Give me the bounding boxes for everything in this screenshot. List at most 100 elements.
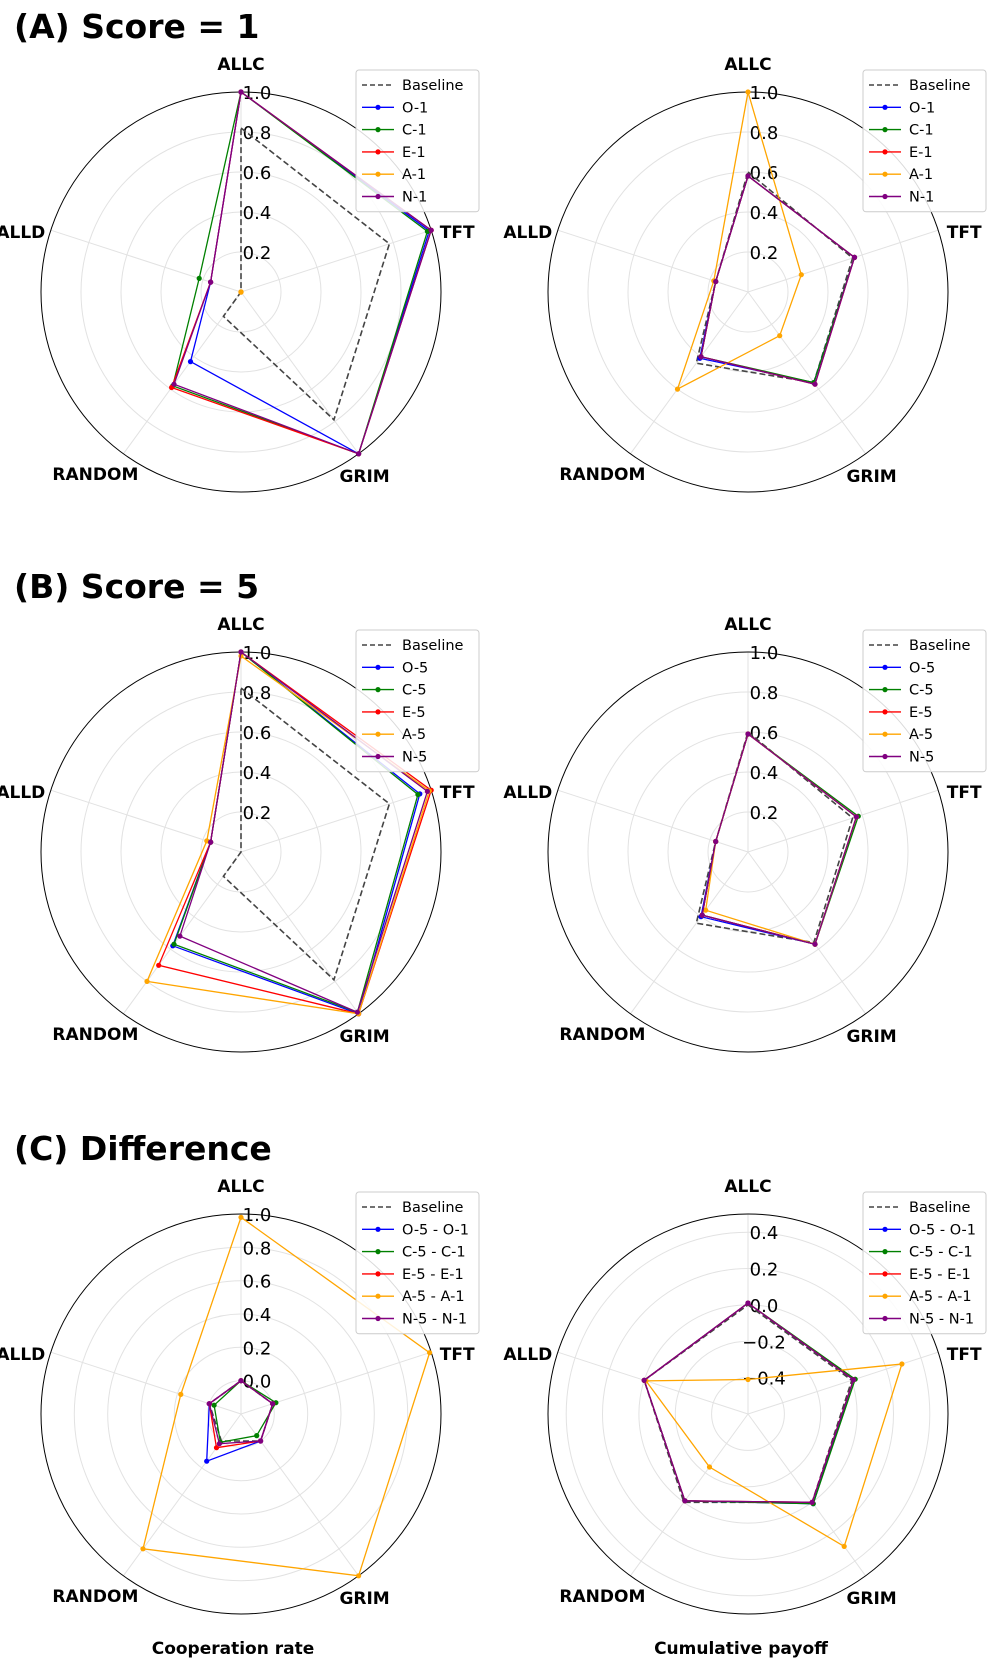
outer-frame: [547, 651, 949, 1053]
point-n-5-n-1-allc: [745, 1300, 751, 1306]
point-c-5-tft: [415, 791, 421, 798]
point-a-1-grim: [777, 333, 783, 339]
legend-label-c-5-c-1: C-5 - C-1: [402, 1245, 466, 1261]
axis-label-allc: ALLC: [217, 55, 264, 75]
panel-b-cooperation: 0.20.40.60.81.0ALLCTFTGRIMRANDOMALLDBase…: [0, 615, 480, 1053]
point-a-5-a-1-tft: [899, 1361, 905, 1367]
point-a-5-a-1-alld: [178, 1391, 184, 1397]
axis-label-alld: ALLD: [503, 1345, 552, 1365]
legend-marker-c-1: [375, 127, 381, 133]
outer-frame: [40, 1213, 442, 1615]
r-tick-label: 1.0: [243, 1205, 272, 1226]
legend-label-a-1: A-1: [402, 167, 426, 183]
point-n-5-random: [699, 912, 705, 918]
section-title-c: (C) Difference: [14, 1129, 272, 1168]
point-c-5-random: [171, 941, 177, 947]
legend-label-o-1: O-1: [909, 100, 935, 116]
legend-label-c-1: C-1: [909, 123, 934, 139]
axis-label-grim: GRIM: [339, 1589, 389, 1609]
r-tick-label: 1.0: [750, 83, 779, 104]
point-n-1-random: [698, 354, 704, 360]
legend-marker-n-5-n-1: [375, 1315, 381, 1322]
point-c-5-c-1-alld: [211, 1402, 217, 1408]
legend-marker-c-5-c-1: [882, 1249, 888, 1255]
legend-label-n-5: N-5: [909, 750, 934, 766]
axis-label-alld: ALLD: [0, 783, 45, 803]
outer-frame: [547, 1213, 949, 1615]
axis-label-grim: GRIM: [846, 467, 896, 487]
point-a-1-allc: [745, 89, 751, 95]
point-n-5-n-1-allc: [238, 1378, 244, 1384]
caption-cumulative-payoff: Cumulative payoff: [654, 1639, 828, 1659]
axis-label-alld: ALLD: [503, 783, 552, 803]
legend-marker-o-1: [375, 104, 381, 110]
r-tick-label: 0.2: [750, 243, 779, 264]
legend-label-a-5-a-1: A-5 - A-1: [909, 1289, 972, 1305]
point-a-5-a-1-random: [706, 1464, 713, 1470]
r-tick-label: −0.2: [742, 1332, 786, 1353]
axis-label-tft: TFT: [947, 223, 982, 243]
spoke-alld: [557, 229, 749, 293]
spoke-random: [629, 851, 749, 1015]
point-a-5-random: [144, 978, 150, 985]
point-n-1-allc: [238, 89, 244, 95]
legend-marker-e-1: [375, 149, 381, 155]
legend-marker-o-5: [882, 664, 888, 670]
point-c-1-alld: [196, 275, 202, 281]
legend-label-baseline: Baseline: [402, 1200, 464, 1216]
legend-marker-c-5-c-1: [375, 1249, 381, 1255]
series-baseline: [222, 686, 391, 982]
series-a-5: [704, 732, 858, 946]
legend-label-a-5: A-5: [909, 727, 933, 743]
r-tick-label: 0.6: [243, 163, 272, 184]
legend-marker-e-5-e-1: [375, 1271, 381, 1277]
point-n-5-n-1-grim: [809, 1499, 815, 1505]
point-n-5-tft: [424, 788, 430, 795]
r-tick-label: 0.4: [750, 763, 779, 784]
series-n-5-n-1: [643, 1302, 855, 1503]
axis-label-random: RANDOM: [52, 1025, 138, 1045]
point-n-1-tft: [428, 227, 434, 233]
series-n-1: [700, 174, 856, 385]
r-tick-label: 0.0: [243, 1372, 272, 1393]
point-a-5-a-1-allc: [238, 1214, 244, 1220]
spoke-grim: [240, 291, 360, 455]
point-n-5-n-1-random: [682, 1498, 688, 1504]
axis-label-grim: GRIM: [339, 1027, 389, 1047]
point-n-5-grim: [812, 941, 818, 947]
axis-label-random: RANDOM: [52, 1587, 138, 1607]
axis-label-tft: TFT: [947, 1345, 982, 1365]
legend-label-a-5-a-1: A-5 - A-1: [402, 1289, 465, 1305]
r-tick-label: 0.8: [243, 1238, 272, 1259]
r-tick-label: 0.6: [750, 723, 779, 744]
axis-label-tft: TFT: [440, 783, 475, 803]
r-tick-label: 1.0: [243, 83, 272, 104]
legend-label-o-1: O-1: [402, 100, 428, 116]
legend-marker-o-5-o-1: [882, 1226, 888, 1232]
spoke-tft: [747, 229, 939, 293]
caption-cooperation-rate: Cooperation rate: [152, 1639, 315, 1659]
legend-label-e-5: E-5: [402, 705, 426, 721]
legend-label-n-5: N-5: [402, 750, 427, 766]
series-a-5-a-1: [644, 1363, 903, 1548]
r-tick-label: 0.4: [243, 763, 272, 784]
legend-label-c-5-c-1: C-5 - C-1: [909, 1245, 973, 1261]
point-n-1-alld: [713, 278, 719, 285]
spoke-random: [122, 851, 242, 1015]
panel-a-payoff: 0.20.40.60.81.0ALLCTFTGRIMRANDOMALLDBase…: [503, 55, 987, 493]
legend-label-n-1: N-1: [909, 190, 934, 206]
point-n-5-random: [177, 933, 183, 939]
spoke-random: [122, 1413, 242, 1577]
point-a-1-alld: [238, 289, 244, 295]
spoke-random: [629, 1413, 749, 1577]
legend-marker-n-5: [882, 753, 888, 760]
panel-c-payoff: −0.4−0.20.00.20.4ALLCTFTGRIMRANDOMALLDBa…: [503, 1177, 987, 1615]
r-tick-label: 0.2: [243, 1338, 272, 1359]
legend-box: [355, 629, 480, 773]
legend-label-e-5-e-1: E-5 - E-1: [402, 1267, 464, 1283]
spoke-tft: [747, 789, 939, 853]
legend-label-a-5: A-5: [402, 727, 426, 743]
point-n-1-grim: [356, 451, 362, 457]
point-n-5-n-1-alld: [641, 1377, 647, 1383]
